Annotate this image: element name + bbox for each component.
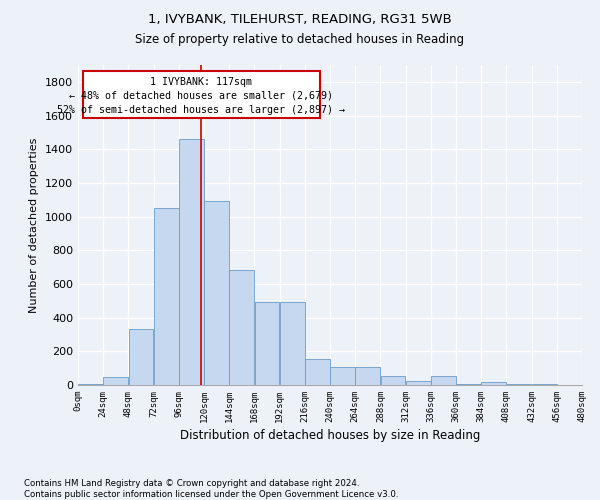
- Bar: [506, 384, 532, 385]
- Bar: [330, 368, 355, 385]
- Bar: [305, 359, 330, 385]
- Bar: [229, 270, 254, 385]
- Bar: [179, 139, 204, 385]
- Bar: [481, 382, 506, 385]
- Bar: [128, 330, 154, 385]
- Bar: [431, 376, 456, 385]
- Bar: [78, 384, 103, 385]
- Bar: [355, 368, 380, 385]
- Bar: [406, 381, 431, 385]
- Text: 1, IVYBANK, TILEHURST, READING, RG31 5WB: 1, IVYBANK, TILEHURST, READING, RG31 5WB: [148, 12, 452, 26]
- Bar: [280, 302, 305, 385]
- Bar: [380, 376, 406, 385]
- Bar: [204, 202, 229, 385]
- Bar: [532, 384, 557, 385]
- Text: 52% of semi-detached houses are larger (2,897) →: 52% of semi-detached houses are larger (…: [58, 106, 346, 116]
- X-axis label: Distribution of detached houses by size in Reading: Distribution of detached houses by size …: [180, 429, 480, 442]
- Text: ← 48% of detached houses are smaller (2,679): ← 48% of detached houses are smaller (2,…: [70, 91, 334, 101]
- Bar: [254, 302, 280, 385]
- Text: 1 IVYBANK: 117sqm: 1 IVYBANK: 117sqm: [151, 76, 253, 86]
- Text: Size of property relative to detached houses in Reading: Size of property relative to detached ho…: [136, 32, 464, 46]
- Text: Contains HM Land Registry data © Crown copyright and database right 2024.: Contains HM Land Registry data © Crown c…: [24, 478, 359, 488]
- Bar: [103, 376, 128, 385]
- Text: Contains public sector information licensed under the Open Government Licence v3: Contains public sector information licen…: [24, 490, 398, 499]
- FancyBboxPatch shape: [83, 72, 320, 118]
- Bar: [154, 208, 179, 385]
- Y-axis label: Number of detached properties: Number of detached properties: [29, 138, 40, 312]
- Bar: [456, 384, 481, 385]
